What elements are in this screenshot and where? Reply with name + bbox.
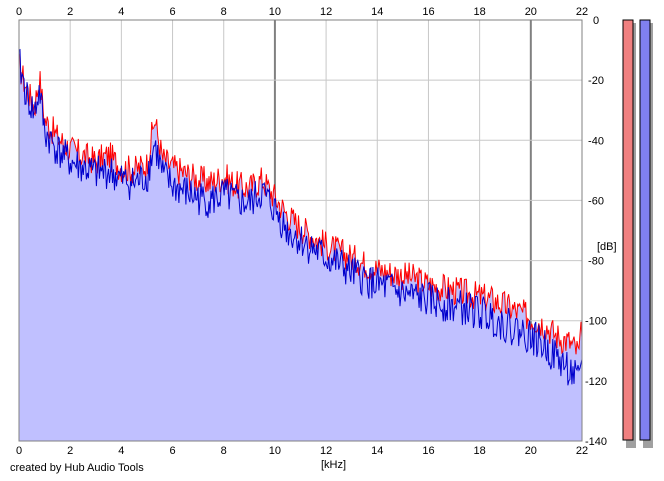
x-tick-label: 0 bbox=[16, 445, 22, 457]
x-tick-label: 22 bbox=[576, 6, 588, 18]
x-tick-label: 10 bbox=[269, 445, 281, 457]
y-tick-label: -120 bbox=[585, 376, 607, 388]
y-axis-label: [dB] bbox=[597, 241, 617, 253]
plot-frame bbox=[18, 19, 583, 442]
x-tick-label: 18 bbox=[474, 445, 486, 457]
x-tick-label: 14 bbox=[371, 6, 383, 18]
y-tick-labels: 0 -20 -40 -60 -80 -100 -120 -140 bbox=[585, 15, 607, 448]
x-tick-label: 2 bbox=[67, 6, 73, 18]
x-tick-label: 12 bbox=[320, 445, 332, 457]
series-line-blue bbox=[18, 48, 583, 386]
x-tick-label: 10 bbox=[269, 6, 281, 18]
x-tick-label: 8 bbox=[221, 6, 227, 18]
x-tick-label: 4 bbox=[118, 6, 124, 18]
y-tick-label: -20 bbox=[588, 75, 604, 87]
y-tick-label: -100 bbox=[585, 316, 607, 328]
y-tick-label: 0 bbox=[593, 15, 599, 27]
x-tick-label: 20 bbox=[525, 445, 537, 457]
x-tick-label: 8 bbox=[221, 445, 227, 457]
y-tick-label: -80 bbox=[588, 256, 604, 268]
x-tick-label: 22 bbox=[576, 445, 588, 457]
x-tick-label: 16 bbox=[422, 445, 434, 457]
x-tick-labels-bottom: 0 2 4 6 8 10 12 14 16 18 20 22 bbox=[16, 445, 588, 457]
x-tick-label: 16 bbox=[422, 6, 434, 18]
x-tick-label: 18 bbox=[474, 6, 486, 18]
level-meter bbox=[639, 19, 651, 441]
y-tick-label: -140 bbox=[585, 436, 607, 448]
x-tick-label: 6 bbox=[169, 445, 175, 457]
y-tick-label: -60 bbox=[588, 195, 604, 207]
x-tick-label: 0 bbox=[16, 6, 22, 18]
x-axis-label: [kHz] bbox=[321, 459, 346, 471]
x-tick-label: 4 bbox=[118, 445, 124, 457]
x-tick-label: 6 bbox=[169, 6, 175, 18]
spectrum-fill-area bbox=[19, 49, 582, 441]
level-meter bbox=[622, 19, 634, 441]
x-tick-label: 14 bbox=[371, 445, 383, 457]
x-tick-label: 2 bbox=[67, 445, 73, 457]
x-tick-label: 20 bbox=[525, 6, 537, 18]
level-meters bbox=[622, 19, 653, 448]
credit-text: created by Hub Audio Tools bbox=[10, 462, 144, 474]
y-tick-label: -40 bbox=[588, 135, 604, 147]
series-lines bbox=[18, 48, 583, 386]
x-tick-label: 12 bbox=[320, 6, 332, 18]
x-tick-labels-top: 0 2 4 6 8 10 12 14 16 18 20 22 bbox=[16, 6, 588, 18]
